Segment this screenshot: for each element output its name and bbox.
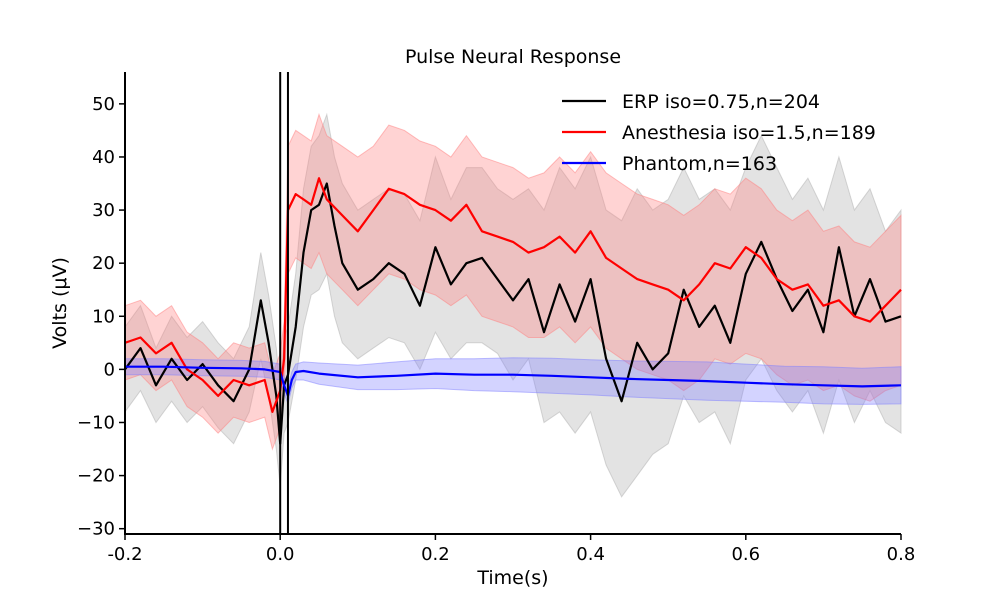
y-tick-label: 40 xyxy=(92,147,115,168)
axes xyxy=(124,72,901,535)
y-tick-label: 50 xyxy=(92,94,115,115)
x-tick-label: 0.2 xyxy=(421,544,450,565)
confidence-bands xyxy=(124,112,902,498)
legend-label-anesthesia: Anesthesia iso=1.5,n=189 xyxy=(622,122,876,144)
x-tick-label: -0.2 xyxy=(107,544,142,565)
y-tick-label: −30 xyxy=(77,519,115,540)
legend-label-phantom: Phantom,n=163 xyxy=(622,153,777,175)
x-tick-label: 0.4 xyxy=(576,544,605,565)
line-erp xyxy=(124,182,902,445)
stimulus-markers xyxy=(279,72,289,534)
legend-label-erp: ERP iso=0.75,n=204 xyxy=(622,91,820,113)
y-tick-label: 0 xyxy=(104,359,115,380)
y-tick-label: 20 xyxy=(92,253,115,274)
x-tick-label: 0.0 xyxy=(266,544,295,565)
x-tick-label: 0.8 xyxy=(887,544,916,565)
line-phantom xyxy=(125,365,902,397)
y-tick-label: −10 xyxy=(77,412,115,433)
x-axis-label: Time(s) xyxy=(476,567,548,589)
y-tick-label: 30 xyxy=(92,200,115,221)
line-anesthesia xyxy=(124,177,902,413)
ticks: -0.2 0.0 0.2 0.4 0.6 0.8 −30 −20 −10 0 10 20 30 40 50 xyxy=(77,94,915,565)
band-phantom xyxy=(124,357,902,406)
y-axis-label: Volts (μV) xyxy=(49,257,71,349)
series-lines xyxy=(124,177,902,445)
y-tick-label: 10 xyxy=(92,306,115,327)
band-erp xyxy=(124,112,902,498)
x-tick-label: 0.6 xyxy=(731,544,760,565)
y-tick-label: −20 xyxy=(77,466,115,487)
chart-title: Pulse Neural Response xyxy=(405,46,621,68)
legend: ERP iso=0.75,n=204 Anesthesia iso=1.5,n=1… xyxy=(562,91,876,175)
